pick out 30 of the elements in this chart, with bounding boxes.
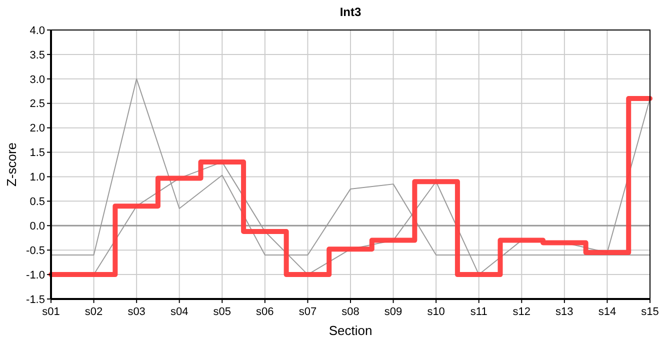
x-tick-label: s13 bbox=[556, 306, 574, 318]
x-tick-label: s07 bbox=[298, 306, 317, 318]
x-tick-label: s02 bbox=[84, 306, 103, 318]
y-tick-label: 0.5 bbox=[30, 196, 45, 208]
y-tick-label: -0.5 bbox=[26, 244, 45, 257]
y-tick-label: 2.5 bbox=[30, 98, 45, 110]
chart-title: Int3 bbox=[340, 5, 362, 19]
y-tick-label: 2.0 bbox=[30, 122, 45, 135]
y-tick-label: 0.0 bbox=[30, 220, 45, 232]
x-tick-label: s03 bbox=[128, 306, 146, 318]
y-tick-label: 3.5 bbox=[30, 49, 45, 62]
x-tick-label: s10 bbox=[427, 306, 445, 318]
y-tick-label: 1.0 bbox=[30, 172, 45, 184]
y-tick-label: 3.0 bbox=[30, 74, 45, 86]
x-tick-label: s14 bbox=[598, 306, 616, 318]
y-axis-title: Z-score bbox=[4, 142, 19, 187]
x-tick-label: s04 bbox=[170, 306, 188, 318]
x-tick-label: s11 bbox=[470, 306, 488, 318]
x-tick-label: s05 bbox=[213, 306, 232, 318]
y-tick-label: 4.0 bbox=[30, 24, 45, 37]
x-tick-label: s06 bbox=[256, 306, 274, 318]
y-tick-label: -1.0 bbox=[26, 269, 45, 282]
y-tick-label: 1.5 bbox=[30, 147, 45, 160]
y-tick-label: -1.5 bbox=[26, 294, 45, 306]
x-tick-label: s12 bbox=[512, 306, 531, 318]
x-axis-title: Section bbox=[328, 323, 372, 338]
x-tick-label: s09 bbox=[384, 306, 402, 318]
x-tick-label: s01 bbox=[42, 306, 60, 318]
x-tick-label: s08 bbox=[342, 306, 360, 318]
x-tick-label: s15 bbox=[641, 306, 659, 318]
